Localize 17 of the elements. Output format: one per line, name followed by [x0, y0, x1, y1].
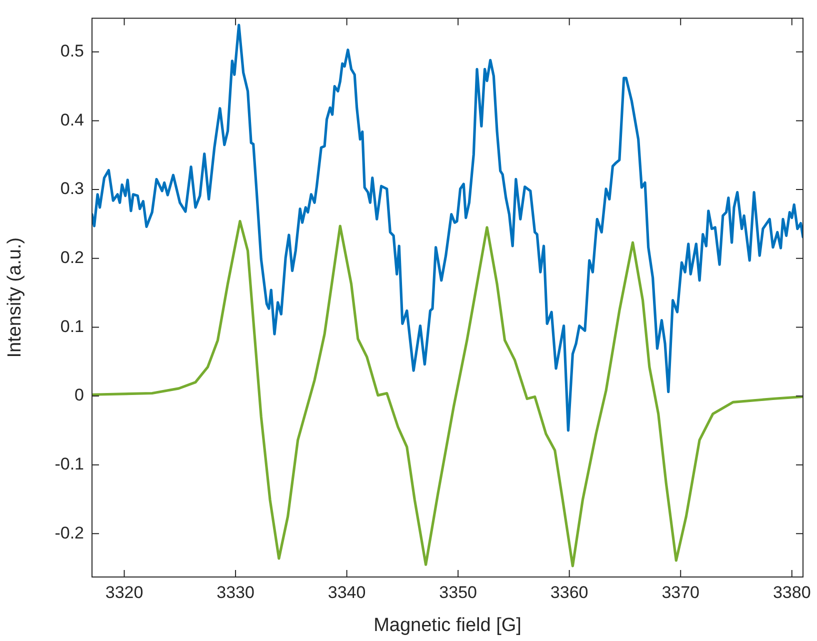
- x-tick-label: 3330: [216, 582, 254, 602]
- y-tick-label: 0.3: [60, 179, 84, 198]
- y-tick-label: -0.1: [54, 454, 84, 474]
- y-tick-label: 0: [74, 386, 84, 405]
- y-axis-title: Intensity (a.u.): [4, 237, 26, 358]
- x-tick-label: 3360: [550, 582, 588, 602]
- x-tick-label: 3370: [662, 582, 700, 602]
- y-tick-label: 0.1: [60, 316, 84, 336]
- x-tick-label: 3340: [328, 582, 366, 602]
- x-tick-label: 3380: [772, 582, 811, 602]
- y-tick-label: -0.2: [54, 523, 84, 542]
- y-tick-label: 0.5: [60, 42, 84, 61]
- x-tick-label: 3350: [439, 582, 477, 602]
- x-axis-title: Magnetic field [G]: [374, 614, 522, 636]
- y-tick-label: 0.2: [60, 248, 84, 268]
- y-tick-label: 0.4: [60, 110, 84, 130]
- x-tick-label: 3320: [105, 582, 144, 602]
